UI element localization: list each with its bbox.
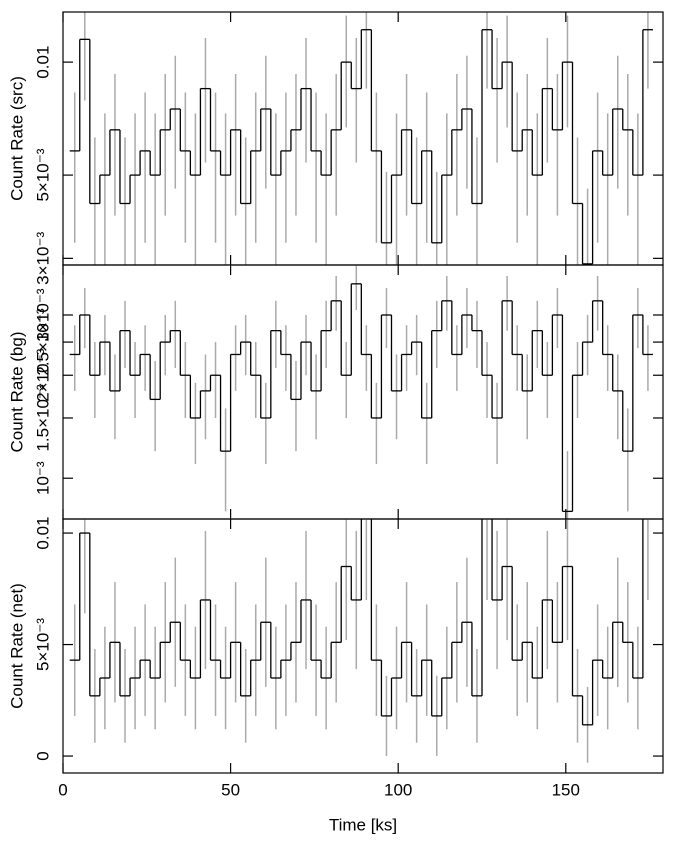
y-tick-label: 2×10⁻³ (33, 348, 52, 401)
y-tick-label: 3×10⁻³ (33, 288, 52, 341)
y-tick-label: 0 (33, 751, 52, 760)
step-connector (79, 29, 644, 264)
y-tick-label: 1.5×10⁻³ (33, 384, 52, 451)
x-axis-label: Time [ks] (329, 815, 397, 834)
y-axis-label: Count Rate (src) (7, 76, 26, 201)
x-tick-label: 50 (221, 780, 240, 799)
x-tick-label: 100 (384, 780, 412, 799)
plot-area (69, 12, 653, 265)
plot-area (69, 265, 653, 519)
plot-area (69, 519, 649, 763)
y-tick-label: 5×10⁻³ (33, 618, 52, 671)
y-axis-label: Count Rate (net) (7, 583, 26, 709)
y-tick-label: 10⁻³ (33, 461, 52, 495)
panel-frame (62, 518, 664, 774)
y-tick-label: 5×10⁻³ (33, 148, 52, 201)
y-tick-label: 3×10⁻³ (33, 232, 52, 285)
step-connector (79, 519, 644, 725)
x-tick-label: 150 (552, 780, 580, 799)
x-tick-label: 0 (58, 780, 67, 799)
y-tick-label: 2.5×10⁻³ (33, 308, 52, 375)
y-axis-label: Count Rate (bg) (7, 332, 26, 453)
step-connector (79, 283, 644, 512)
y-tick-label: 0.01 (33, 517, 52, 550)
y-tick-label: 0.01 (33, 46, 52, 79)
